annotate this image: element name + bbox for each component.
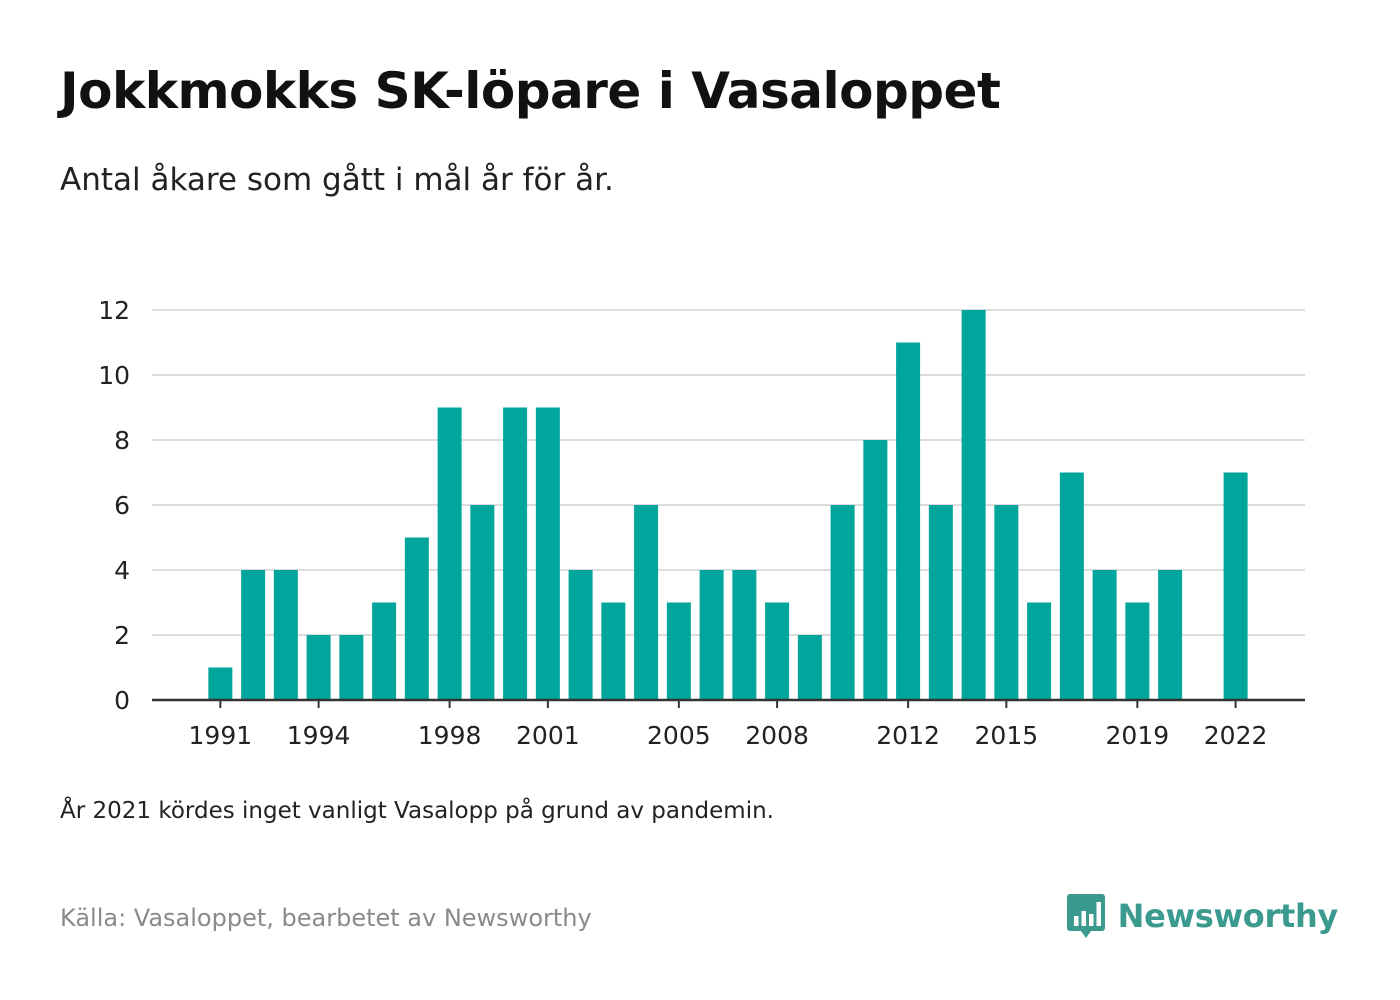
y-tick-label: 10 — [98, 361, 130, 390]
bar-2003 — [601, 602, 626, 700]
x-tick-label: 2019 — [1106, 721, 1170, 750]
newsworthy-logo: Newsworthy — [1066, 892, 1338, 940]
bar-1997 — [404, 537, 429, 700]
bar-1999 — [470, 505, 495, 700]
x-axis-labels: 1991 1994 1998 2001 2005 2008 2012 2015 2019 2022 — [189, 700, 1268, 750]
bar-chart-speech-bubble-icon — [1066, 894, 1105, 938]
bar-1995 — [339, 635, 364, 700]
bar-2012 — [896, 342, 921, 700]
bar-2019 — [1125, 602, 1150, 700]
bar-2018 — [1092, 570, 1117, 700]
y-tick-label: 8 — [114, 426, 130, 455]
x-tick-label: 1998 — [418, 721, 482, 750]
logo-text: Newsworthy — [1117, 897, 1339, 935]
y-tick-label: 12 — [98, 296, 130, 325]
source-text: Källa: Vasaloppet, bearbetet av Newswort… — [60, 904, 592, 932]
chart-title: Jokkmokks SK-löpare i Vasaloppet — [60, 62, 1001, 120]
x-tick-label: 2022 — [1204, 721, 1268, 750]
bar-2014 — [961, 310, 986, 700]
chart-subtitle: Antal åkare som gått i mål år för år. — [60, 162, 614, 198]
bar-1992 — [241, 570, 266, 700]
bar-2020 — [1158, 570, 1183, 700]
bar-1994 — [306, 635, 331, 700]
y-tick-label: 6 — [114, 491, 130, 520]
bar-2005 — [666, 602, 691, 700]
y-axis-labels: 0 2 4 6 8 10 12 — [98, 296, 130, 715]
y-tick-label: 4 — [114, 556, 130, 585]
bar-2001 — [535, 407, 560, 700]
bar-1998 — [437, 407, 462, 700]
y-tick-label: 0 — [114, 686, 130, 715]
x-tick-label: 1991 — [189, 721, 253, 750]
bar-2017 — [1059, 472, 1084, 700]
bar-2007 — [732, 570, 757, 700]
bar-2013 — [928, 505, 953, 700]
bar-2000 — [503, 407, 528, 700]
bar-1996 — [372, 602, 397, 700]
bars — [208, 310, 1248, 700]
bar-2008 — [765, 602, 790, 700]
x-tick-label: 2012 — [876, 721, 940, 750]
bar-2006 — [699, 570, 724, 700]
y-tick-label: 2 — [114, 621, 130, 650]
bar-2009 — [797, 635, 822, 700]
bar-2002 — [568, 570, 593, 700]
bar-2015 — [994, 505, 1019, 700]
x-tick-label: 2008 — [745, 721, 809, 750]
bar-2022 — [1223, 472, 1248, 700]
bar-2004 — [634, 505, 659, 700]
x-tick-label: 1994 — [287, 721, 351, 750]
bar-1991 — [208, 667, 233, 700]
x-tick-label: 2001 — [516, 721, 580, 750]
bar-1993 — [273, 570, 298, 700]
gridlines — [152, 309, 1305, 636]
bar-2011 — [863, 440, 888, 700]
bar-chart: 0 2 4 6 8 10 12 1991 1994 1998 2001 2005 2008 2012 20… — [98, 296, 1305, 750]
bar-2016 — [1027, 602, 1052, 700]
x-tick-label: 2015 — [975, 721, 1039, 750]
x-tick-label: 2005 — [647, 721, 711, 750]
footnote: År 2021 kördes inget vanligt Vasalopp på… — [60, 798, 774, 824]
bar-2010 — [830, 505, 855, 700]
